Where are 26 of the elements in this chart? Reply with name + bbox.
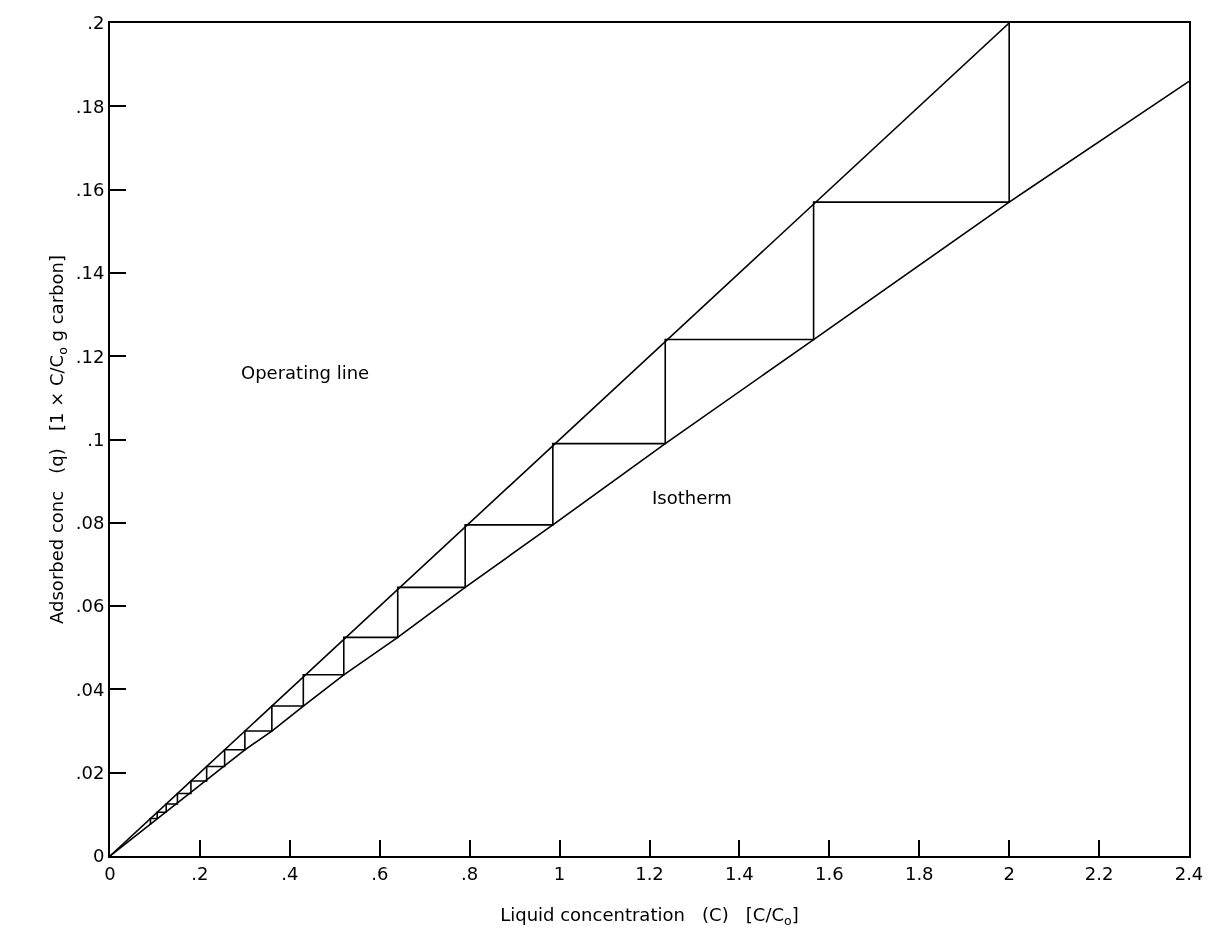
x-tick-label: 1.2 — [635, 862, 664, 884]
y-tick-label: .12 — [75, 345, 105, 367]
x-tick-label: 2.4 — [1174, 862, 1204, 884]
x-tick-label: .4 — [281, 862, 299, 884]
x-tick-label: 1 — [553, 862, 566, 884]
y-tick-label: .1 — [87, 428, 105, 450]
y-tick-label: 0 — [92, 845, 105, 867]
x-tick-label: .8 — [461, 862, 479, 884]
x-tick-label: .2 — [191, 862, 209, 884]
y-tick-label: .14 — [75, 262, 105, 284]
x-axis-title: Liquid concentration (C) [C/C$_{o}$] — [500, 904, 799, 928]
y-tick-label: .08 — [75, 512, 105, 534]
y-tick-label: .2 — [87, 12, 105, 34]
x-tick-label: .6 — [371, 862, 389, 884]
x-tick-label: 1.6 — [815, 862, 844, 884]
y-tick-label: .02 — [75, 762, 105, 783]
y-tick-label: .18 — [75, 95, 105, 117]
y-tick-label: .06 — [75, 595, 105, 617]
annotation: Operating line — [241, 362, 370, 383]
y-tick-label: .16 — [75, 178, 105, 200]
y-tick-label: .04 — [75, 678, 105, 700]
x-tick-label: 2.2 — [1084, 862, 1114, 884]
x-tick-label: 1.4 — [725, 862, 754, 884]
x-tick-label: 2 — [1003, 862, 1015, 884]
x-tick-label: 1.8 — [904, 862, 934, 884]
annotation: Isotherm — [652, 487, 732, 508]
